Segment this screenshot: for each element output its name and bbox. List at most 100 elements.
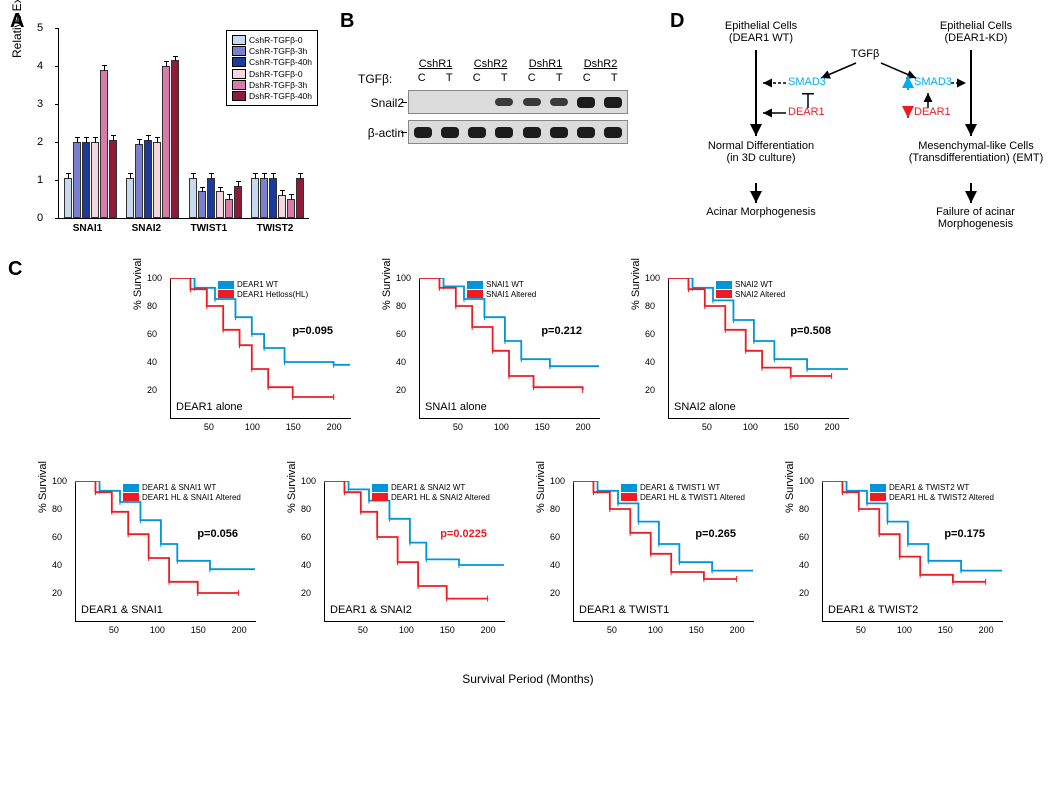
legend-swatch xyxy=(232,35,246,45)
surv-legend: DEAR1 WTDEAR1 Hetloss(HL) xyxy=(218,280,308,299)
legend-swatch xyxy=(232,80,246,90)
band xyxy=(495,98,513,106)
bar xyxy=(91,142,99,218)
surv-title: SNAI2 alone xyxy=(674,401,736,413)
ytick: 40 xyxy=(52,560,62,570)
ytick: 20 xyxy=(147,385,157,395)
blot-strip: β-actin xyxy=(408,120,628,144)
band xyxy=(523,98,541,106)
ytick: 40 xyxy=(301,560,311,570)
xtick: 150 xyxy=(286,422,301,432)
blot-condition: T xyxy=(546,72,572,84)
panel-a-ylabel-text: Relative Expression (Fold of Ctrl) xyxy=(10,0,24,58)
bar-group xyxy=(251,178,304,218)
left-out: Acinar Morphogenesis xyxy=(706,206,816,218)
bar xyxy=(135,144,143,218)
ytick: 20 xyxy=(396,385,406,395)
ytick: 80 xyxy=(799,504,809,514)
ytick: 80 xyxy=(396,301,406,311)
blot-condition: C xyxy=(519,72,545,84)
ytick: 1 xyxy=(37,174,43,186)
p-value: p=0.508 xyxy=(790,325,831,337)
legend-swatch xyxy=(232,57,246,67)
bar xyxy=(126,178,134,218)
xtick: 200 xyxy=(481,625,496,635)
legend-row: CshR-TGFβ-3h xyxy=(232,46,312,56)
panel-b: B CshR1CshR2DshR1DshR2 TGFβ: CTCTCTCT Sn… xyxy=(338,8,658,248)
bar xyxy=(109,140,117,218)
blot-group: CshR1 xyxy=(419,58,453,70)
surv-title: DEAR1 & TWIST2 xyxy=(828,604,918,616)
ytick: 60 xyxy=(550,532,560,542)
bar xyxy=(153,142,161,218)
survival-plot: 2040608010050100150200% SurvivalSNAI2 WT… xyxy=(626,270,861,455)
legend-row: DshR-TGFβ-40h xyxy=(232,91,312,101)
bar xyxy=(225,199,233,218)
panel-a: A Relative Expression (Fold of Ctrl) 012… xyxy=(8,8,328,248)
ytick: 40 xyxy=(550,560,560,570)
survival-plot: 2040608010050100150200% SurvivalDEAR1 & … xyxy=(282,473,517,658)
surv-ylabel: % Survival xyxy=(381,258,393,310)
xtick: 200 xyxy=(576,422,591,432)
band xyxy=(604,97,622,108)
bar xyxy=(100,70,108,218)
blot-row-label: β-actin xyxy=(349,126,404,140)
smad3-right: SMAD3 xyxy=(914,76,952,88)
blot-strip: Snail2 xyxy=(408,90,628,114)
blot-condition: T xyxy=(491,72,517,84)
legend-row: CshR-TGFβ-0 xyxy=(232,35,312,45)
survival-plot: 2040608010050100150200% SurvivalDEAR1 WT… xyxy=(128,270,363,455)
ytick: 40 xyxy=(645,357,655,367)
bar xyxy=(269,178,277,218)
panel-c-xlabel: Survival Period (Months) xyxy=(8,672,1048,686)
panel-d: D xyxy=(668,8,1048,248)
legend-label: DshR-TGFβ-3h xyxy=(249,80,307,90)
blot-condition: T xyxy=(601,72,627,84)
bar xyxy=(64,178,72,218)
tgfb-label: TGFβ xyxy=(851,48,879,60)
bar xyxy=(82,142,90,218)
ytick: 80 xyxy=(301,504,311,514)
surv-ylabel: % Survival xyxy=(286,461,298,513)
left-mid: Normal Differentiation (in 3D culture) xyxy=(706,140,816,164)
band xyxy=(468,127,486,138)
ytick: 0 xyxy=(37,212,43,224)
xtick: 150 xyxy=(535,422,550,432)
ytick: 40 xyxy=(147,357,157,367)
bar xyxy=(278,195,286,218)
tgfb-label: TGFβ: xyxy=(358,72,392,86)
legend-swatch xyxy=(232,69,246,79)
surv-legend: DEAR1 & TWIST2 WTDEAR1 HL & TWIST2 Alter… xyxy=(870,483,994,502)
xtick: 200 xyxy=(979,625,994,635)
survival-plot: 2040608010050100150200% SurvivalDEAR1 & … xyxy=(33,473,268,658)
xtick: 150 xyxy=(938,625,953,635)
xtick: 50 xyxy=(109,625,119,635)
xtick: 50 xyxy=(453,422,463,432)
right-out: Failure of acinar Morphogenesis xyxy=(908,206,1043,230)
xtick: 150 xyxy=(784,422,799,432)
surv-title: DEAR1 & SNAI2 xyxy=(330,604,412,616)
p-value: p=0.095 xyxy=(292,325,333,337)
survival-plot: 2040608010050100150200% SurvivalDEAR1 & … xyxy=(531,473,766,658)
ytick: 80 xyxy=(52,504,62,514)
xtick: 50 xyxy=(607,625,617,635)
bar xyxy=(207,178,215,218)
xtick: 200 xyxy=(825,422,840,432)
bar xyxy=(189,178,197,218)
xtick: 100 xyxy=(150,625,165,635)
legend-row: DshR-TGFβ-3h xyxy=(232,80,312,90)
xtick: 150 xyxy=(440,625,455,635)
band xyxy=(441,127,459,138)
smad3-left: SMAD3 xyxy=(788,76,826,88)
bar xyxy=(162,66,170,218)
xlabel: TWIST1 xyxy=(191,223,228,234)
xtick: 150 xyxy=(191,625,206,635)
bar-group xyxy=(189,178,242,218)
blot-condition: T xyxy=(436,72,462,84)
ytick: 80 xyxy=(147,301,157,311)
blot-row-label: Snail2 xyxy=(349,96,404,110)
ytick: 60 xyxy=(799,532,809,542)
ytick: 80 xyxy=(550,504,560,514)
surv-ylabel: % Survival xyxy=(630,258,642,310)
ytick: 100 xyxy=(52,476,67,486)
